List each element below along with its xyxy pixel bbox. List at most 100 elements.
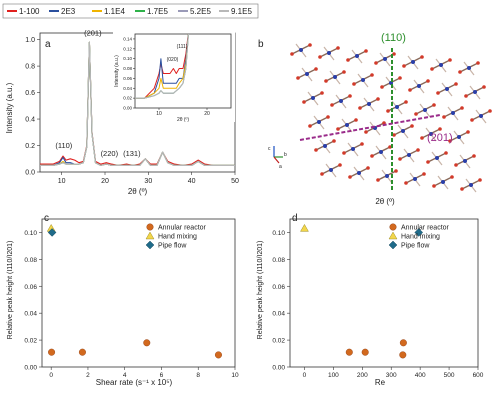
atom-n <box>463 159 467 163</box>
data-point-circle <box>78 348 86 356</box>
y-tick-label: 0.6 <box>25 90 35 97</box>
atom-o <box>420 136 424 140</box>
atom-o <box>392 52 396 56</box>
atom-o <box>450 175 454 179</box>
panel-c-shear-rate-scatter: c Relative peak height (I110/I201) Shear… <box>7 213 239 387</box>
legend-entry: 5.2E5 <box>190 7 211 16</box>
axis-triad-icon: c b a <box>268 146 287 170</box>
peak-label: (131) <box>123 149 141 158</box>
panel-c-axes: 0 2 4 6 8 10 0.00 0.02 0.04 0.06 0.08 0.10 <box>24 218 239 379</box>
inset-frame <box>134 33 232 109</box>
y-tick-label: 0.04 <box>24 311 37 318</box>
atom-n <box>469 183 473 187</box>
atom-o <box>330 103 334 107</box>
x-tick-label: 40 <box>188 178 196 185</box>
panel-c-points <box>46 224 222 359</box>
atom-o <box>364 130 368 134</box>
atom-n <box>429 132 433 136</box>
atom-o <box>460 187 464 191</box>
panel-letter-c: c <box>44 213 49 224</box>
atom-n <box>345 123 349 127</box>
atom-n <box>435 156 439 160</box>
legend-marker-circle <box>146 223 154 231</box>
legend-marker-diamond <box>388 240 398 250</box>
x-tick-label: 10 <box>58 178 66 185</box>
atom-o <box>432 103 436 107</box>
data-point-diamond <box>414 228 423 237</box>
atom-o <box>414 112 418 116</box>
atom-o <box>454 82 458 86</box>
data-point-circle <box>361 348 369 356</box>
atom-n <box>339 99 343 103</box>
atom-o <box>454 163 458 167</box>
legend-marker-triangle <box>145 231 155 240</box>
atom-o <box>354 118 358 122</box>
atom-n <box>385 174 389 178</box>
atom-n <box>299 48 303 52</box>
panel-letter-a: a <box>45 39 51 50</box>
y-tick-label: 0.2 <box>25 143 35 150</box>
atom-o <box>410 124 414 128</box>
inset-y-tick-label: 0.00 <box>123 106 132 111</box>
atom-o <box>476 61 480 65</box>
inset-peak-label: (020) <box>167 57 179 63</box>
y-tick-label: 0.10 <box>24 230 37 237</box>
atom-o <box>394 169 398 173</box>
peak-label: (220) <box>101 149 119 158</box>
atom-o <box>380 85 384 89</box>
atom-o <box>320 172 324 176</box>
atom-o <box>336 127 340 131</box>
atom-o <box>404 100 408 104</box>
atom-o <box>314 67 318 71</box>
atom-o <box>342 70 346 74</box>
x-tick-label: 0 <box>303 372 307 379</box>
y-tick-label: 0.4 <box>25 117 35 124</box>
y-tick-label: 0.0 <box>25 170 35 177</box>
y-tick-label: 1.0 <box>25 37 35 44</box>
x-tick-label: 300 <box>386 372 397 379</box>
y-tick-label: 0.02 <box>24 338 37 345</box>
panel-letter-b: b <box>258 39 264 50</box>
y-tick-label: 0.08 <box>272 257 285 264</box>
inset-line-5 <box>135 34 189 99</box>
axis-tag-c: c <box>268 146 271 152</box>
legend-marker-circle <box>389 223 397 231</box>
data-point-circle <box>214 351 222 359</box>
inset-y-tick-label: 0.10 <box>123 56 132 61</box>
atom-o <box>472 154 476 158</box>
atom-n <box>329 168 333 172</box>
legend-entry: 1.1E4 <box>104 7 125 16</box>
inset-y-tick-label: 0.02 <box>123 96 132 101</box>
atom-o <box>392 133 396 137</box>
atom-o <box>426 79 430 83</box>
atom-o <box>466 130 470 134</box>
legend-entry: 1.7E5 <box>147 7 168 16</box>
y-tick-label: 0.8 <box>25 64 35 71</box>
inset-line-0 <box>135 34 189 99</box>
atom-o <box>436 91 440 95</box>
y-tick-label: 0.02 <box>272 338 285 345</box>
atom-o <box>438 127 442 131</box>
inset-y-tick-label: 0.12 <box>123 46 132 51</box>
atom-o <box>404 181 408 185</box>
atom-n <box>473 90 477 94</box>
atom-o <box>308 43 312 47</box>
axis-tag-b: b <box>284 152 287 158</box>
plane-110-label: (110) <box>381 32 406 44</box>
legend-panel-a: 1-100 2E3 1.1E4 1.7E5 5.2E5 9.1E5 <box>2 3 259 19</box>
atom-o <box>374 61 378 65</box>
atom-o <box>420 55 424 59</box>
panel-d-points <box>300 224 423 359</box>
x-tick-label: 8 <box>196 372 200 379</box>
data-point-circle <box>399 351 407 359</box>
peak-label: (201) <box>84 29 102 38</box>
inset-y-tick-label: 0.08 <box>123 66 132 71</box>
y-tick-label: 0.06 <box>24 284 37 291</box>
x-tick-label: 600 <box>473 372 484 379</box>
panel-a-xrd-pattern: a Intensity (a.u.) 2θ (º) 10 20 30 40 500.00… <box>5 29 239 196</box>
x-tick-label: 30 <box>144 178 152 185</box>
panel-b-xlabel: 2θ (º) <box>375 197 395 206</box>
atom-o <box>478 178 482 182</box>
data-point-circle <box>48 348 56 356</box>
